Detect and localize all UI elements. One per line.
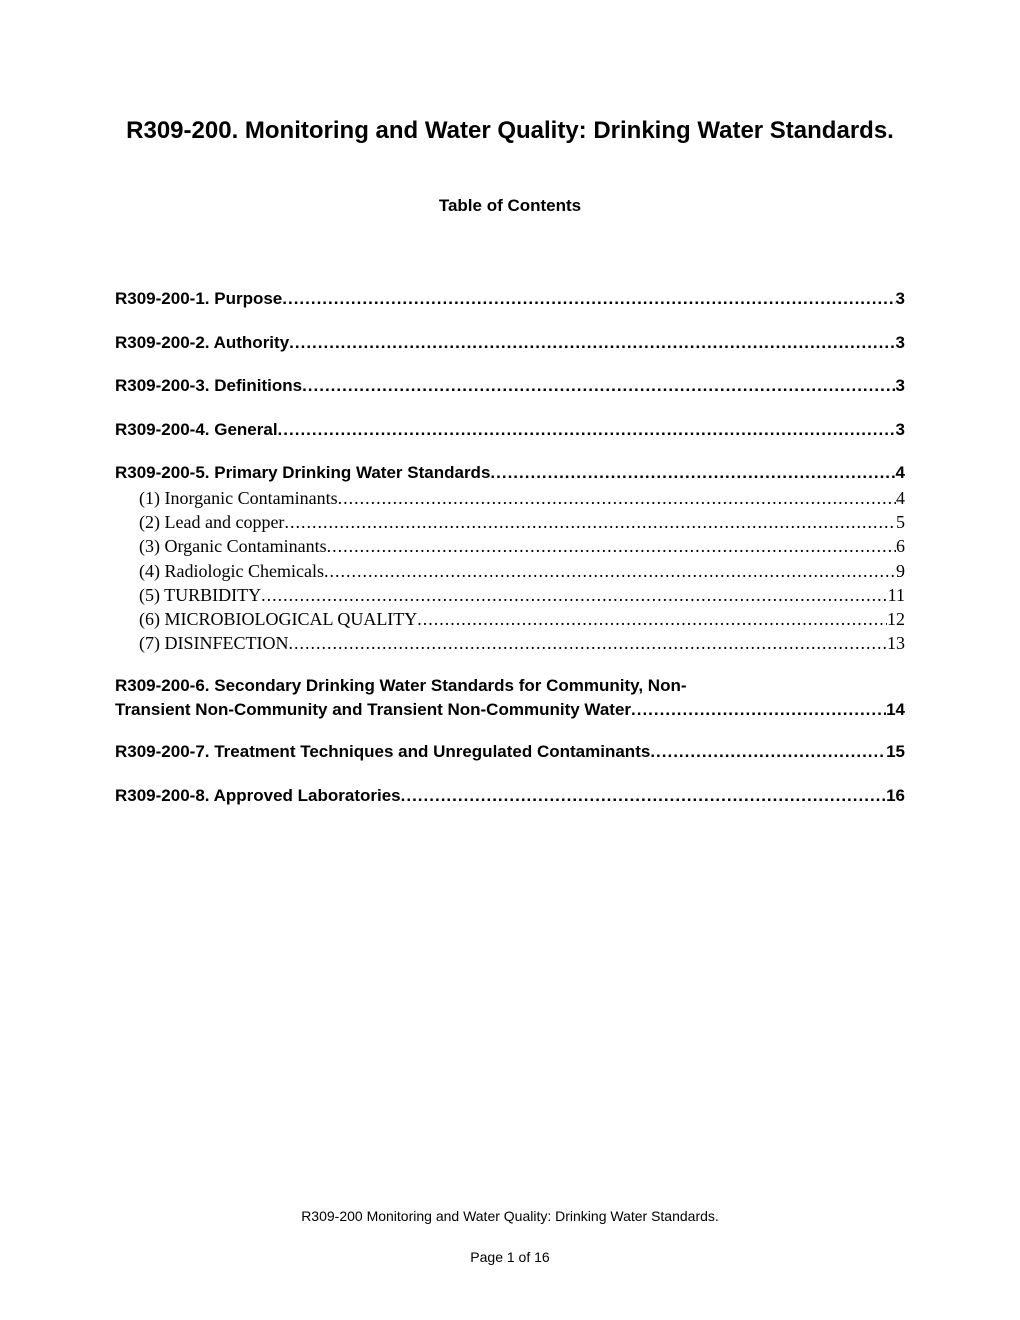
toc-label: R309-200-5. Primary Drinking Water Stand…: [115, 460, 490, 486]
toc-leader: [261, 583, 888, 607]
toc-entry: R309-200-4. General 3: [115, 417, 905, 443]
toc-leader: [278, 417, 896, 443]
toc-leader: [338, 486, 896, 510]
toc-page: 3: [896, 286, 905, 312]
toc-page: 14: [886, 698, 905, 722]
toc-label: (1) Inorganic Contaminants: [139, 486, 338, 510]
toc-entry: R309-200-8. Approved Laboratories 16: [115, 783, 905, 809]
toc-leader: [289, 330, 895, 356]
toc-leader: [401, 783, 886, 809]
toc-page: 3: [896, 373, 905, 399]
toc-leader: [288, 631, 887, 655]
toc-label: R309-200-4. General: [115, 417, 278, 443]
toc-label: (5) TURBIDITY: [139, 583, 261, 607]
toc-leader: [490, 460, 895, 486]
footer-text: R309-200 Monitoring and Water Quality: D…: [0, 1208, 1020, 1224]
toc-label: R309-200-8. Approved Laboratories: [115, 783, 401, 809]
toc-label-line2: Transient Non-Community and Transient No…: [115, 698, 631, 722]
toc-entry: (7) DISINFECTION 13: [115, 631, 905, 655]
toc-leader: [282, 286, 895, 312]
toc-leader: [284, 510, 896, 534]
toc-entry: (2) Lead and copper 5: [115, 510, 905, 534]
toc-page: 15: [886, 739, 905, 765]
toc-leader: [327, 534, 896, 558]
toc-entry: R309-200-5. Primary Drinking Water Stand…: [115, 460, 905, 486]
toc-label: (2) Lead and copper: [139, 510, 284, 534]
toc-entry: R309-200-7. Treatment Techniques and Unr…: [115, 739, 905, 765]
page-number: Page 1 of 16: [0, 1249, 1020, 1265]
toc-leader: [302, 373, 895, 399]
toc-label: R309-200-2. Authority: [115, 330, 289, 356]
toc-heading: Table of Contents: [115, 196, 905, 216]
toc-entry: R309-200-3. Definitions 3: [115, 373, 905, 399]
toc-label: (3) Organic Contaminants: [139, 534, 327, 558]
toc-page: 3: [896, 330, 905, 356]
toc-label: (6) MICROBIOLOGICAL QUALITY: [139, 607, 417, 631]
toc-leader: [324, 559, 896, 583]
toc-page: 3: [896, 417, 905, 443]
toc-container: R309-200-1. Purpose 3 R309-200-2. Author…: [115, 286, 905, 808]
toc-page: 6: [896, 534, 905, 558]
toc-label: R309-200-7. Treatment Techniques and Unr…: [115, 739, 650, 765]
toc-page: 16: [886, 783, 905, 809]
toc-entry: (3) Organic Contaminants 6: [115, 534, 905, 558]
toc-entry: (5) TURBIDITY 11: [115, 583, 905, 607]
toc-page: 4: [896, 460, 905, 486]
toc-leader: [631, 698, 886, 722]
document-title: R309-200. Monitoring and Water Quality: …: [115, 115, 905, 146]
toc-leader: [650, 739, 886, 765]
toc-label-line1: R309-200-6. Secondary Drinking Water Sta…: [115, 674, 905, 698]
toc-label: R309-200-3. Definitions: [115, 373, 302, 399]
toc-entry: (1) Inorganic Contaminants 4: [115, 486, 905, 510]
toc-entry: R309-200-1. Purpose 3: [115, 286, 905, 312]
toc-page: 5: [896, 510, 905, 534]
toc-page: 4: [896, 486, 905, 510]
toc-label: (7) DISINFECTION: [139, 631, 288, 655]
toc-page: 13: [887, 631, 905, 655]
page-footer: R309-200 Monitoring and Water Quality: D…: [0, 1208, 1020, 1265]
toc-leader: [417, 607, 887, 631]
toc-entry: (6) MICROBIOLOGICAL QUALITY 12: [115, 607, 905, 631]
toc-label: (4) Radiologic Chemicals: [139, 559, 324, 583]
toc-entry: (4) Radiologic Chemicals 9: [115, 559, 905, 583]
toc-entry-multiline: R309-200-6. Secondary Drinking Water Sta…: [115, 674, 905, 722]
toc-label: R309-200-1. Purpose: [115, 286, 282, 312]
toc-page: 9: [896, 559, 905, 583]
toc-entry: R309-200-2. Authority 3: [115, 330, 905, 356]
toc-page: 11: [888, 583, 905, 607]
toc-page: 12: [887, 607, 905, 631]
